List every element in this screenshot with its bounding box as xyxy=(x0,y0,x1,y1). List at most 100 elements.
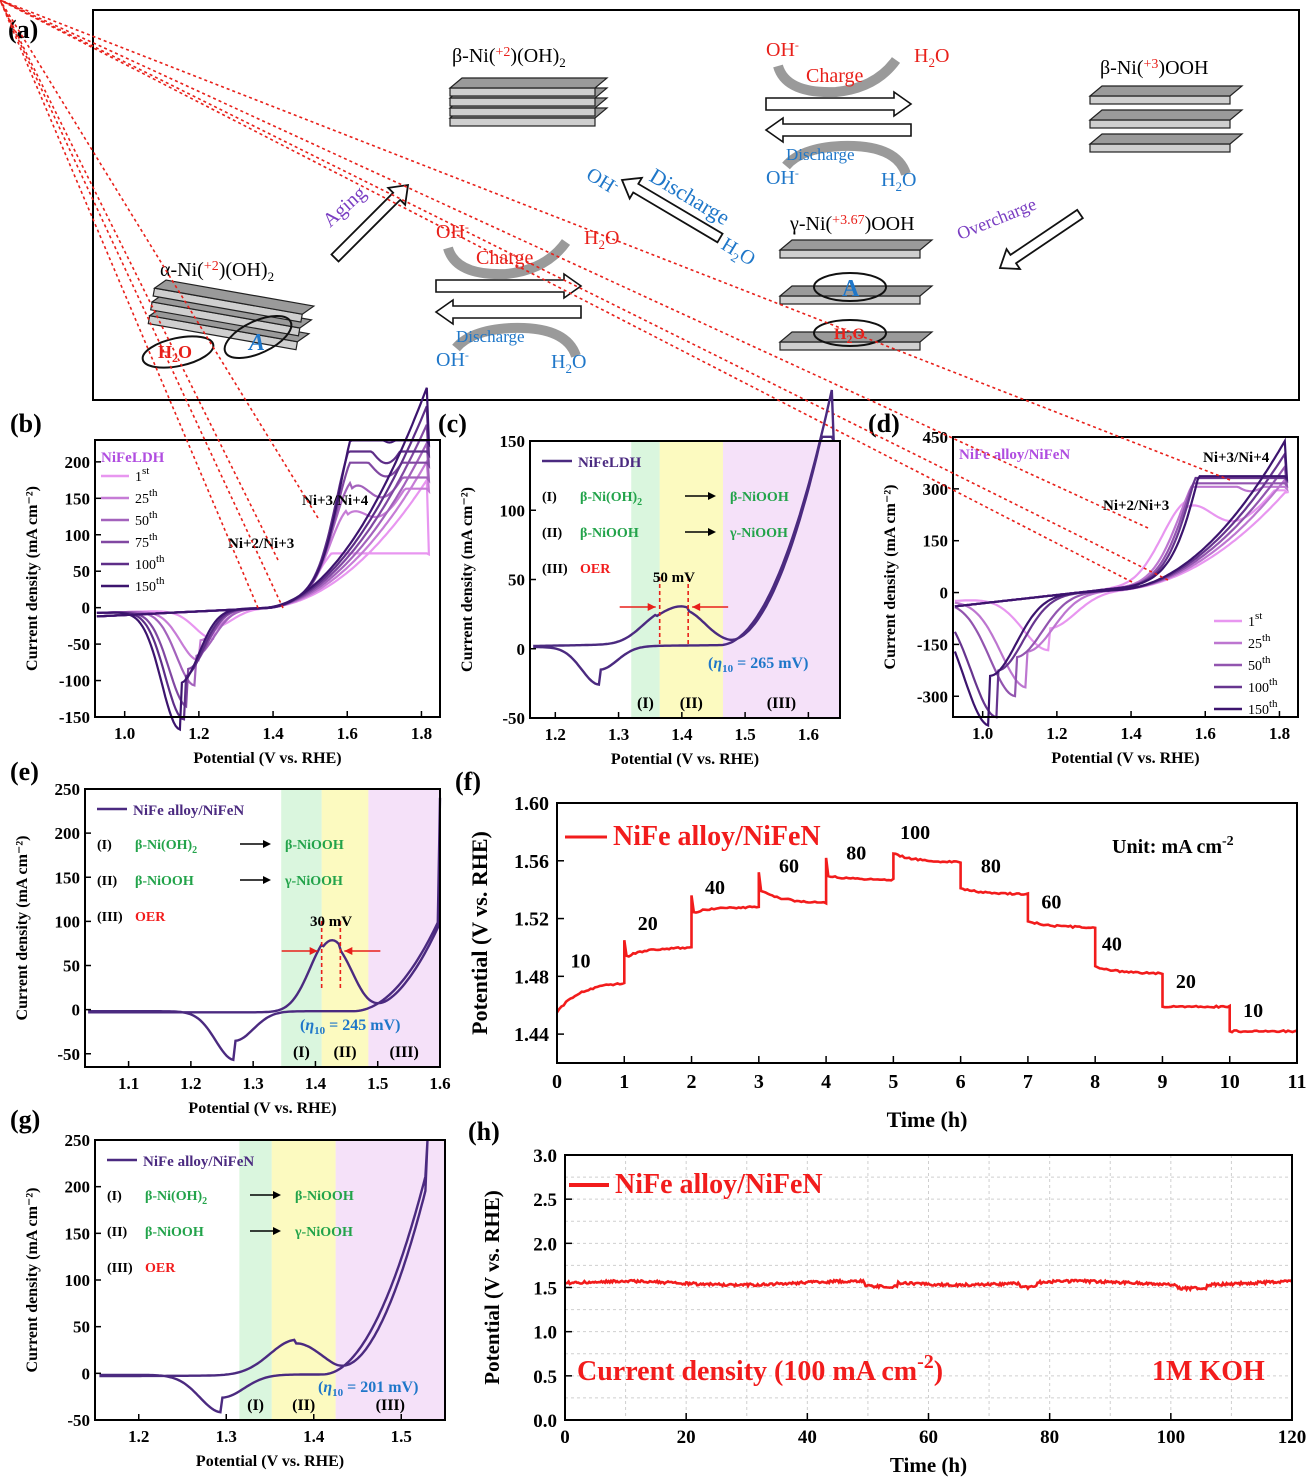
y-tick-label: -50 xyxy=(57,1045,80,1064)
step-number: (III) xyxy=(107,1261,133,1276)
oh-diag-label: OH- xyxy=(582,163,622,200)
text-span: th xyxy=(149,487,158,499)
text-span: 50 xyxy=(1248,659,1262,674)
x-tick-label: 1.5 xyxy=(367,1074,388,1093)
x-tick-label: 1.4 xyxy=(305,1074,327,1093)
region-2-shade xyxy=(272,1140,336,1420)
step-from: β-Ni(OH)2 xyxy=(145,1189,207,1207)
text-span: 2 xyxy=(268,269,275,284)
x-tick-label: 1.4 xyxy=(1120,724,1142,743)
text-span: +3.67 xyxy=(832,213,864,228)
text-span: th xyxy=(149,531,158,543)
x-axis-label: Potential (V vs. RHE) xyxy=(611,751,759,768)
legend-entry: 25th xyxy=(1248,632,1271,652)
legend-entry: 150th xyxy=(1248,698,1278,718)
current-step-label: 80 xyxy=(981,855,1001,877)
y-tick-label: -50 xyxy=(502,709,525,728)
y-tick-label: -50 xyxy=(67,1411,90,1430)
y-tick-label: 0 xyxy=(72,1001,81,1020)
x-axis-label: Potential (V vs. RHE) xyxy=(193,750,341,767)
x-tick-label: 6 xyxy=(956,1071,966,1093)
region-label: (III) xyxy=(767,695,796,712)
beta2-phase-label: β-Ni(+2)(OH)2 xyxy=(452,45,566,70)
step-from-sub: 2 xyxy=(202,1196,207,1207)
x-axis-label: Potential (V vs. RHE) xyxy=(188,1100,336,1117)
legend-entry: 75th xyxy=(135,531,158,551)
y-tick-label: 450 xyxy=(923,428,949,447)
legend-title: NiFeLDH xyxy=(578,455,642,471)
top-cycle-oh-in: OH- xyxy=(766,38,799,61)
x-tick-label: 1.2 xyxy=(1046,724,1067,743)
y-tick-label: 150 xyxy=(65,1224,91,1243)
x-axis-label: Potential (V vs. RHE) xyxy=(196,1453,344,1470)
x-tick-label: 1 xyxy=(619,1071,629,1093)
legend-title: NiFe alloy/NiFeN xyxy=(613,821,821,852)
text-span: )OOH xyxy=(1158,57,1208,79)
y-tick-label: 3.0 xyxy=(533,1146,557,1167)
text-span: H xyxy=(551,351,565,373)
current-step-label: 60 xyxy=(779,855,799,877)
text-span: th xyxy=(149,509,158,521)
y-tick-label: 1.56 xyxy=(514,851,549,873)
panel-label: (e) xyxy=(10,757,39,786)
x-tick-label: 4 xyxy=(821,1071,831,1093)
region-label: (III) xyxy=(376,1397,405,1414)
current-step-label: 20 xyxy=(638,913,658,935)
text-span: th xyxy=(156,553,165,565)
x-tick-label: 11 xyxy=(1288,1071,1307,1093)
beta3-phase-label: β-Ni(+3)OOH xyxy=(1100,57,1208,79)
step-to: γ-NiOOH xyxy=(729,526,788,541)
y-tick-label: 200 xyxy=(55,824,81,843)
current-step-label: 10 xyxy=(570,951,590,973)
beta2-stack-edge xyxy=(450,118,595,126)
y-tick-label: 1.5 xyxy=(533,1279,557,1300)
text-span: 75 xyxy=(135,536,149,551)
step-number: (III) xyxy=(97,910,123,925)
beta2-stack-edge xyxy=(450,98,595,106)
eta-value: = 265 mV) xyxy=(733,655,808,672)
bottom-cycle-oh-in: OH- xyxy=(436,220,469,243)
step-number: (III) xyxy=(542,562,568,577)
y-axis-label: Potential (V vs. RHE) xyxy=(480,1190,504,1384)
x-tick-label: 7 xyxy=(1023,1071,1033,1093)
x-tick-label: 1.6 xyxy=(429,1074,450,1093)
gamma-stack-top xyxy=(780,240,932,250)
text-span: H xyxy=(914,45,928,67)
eta-symbol: η xyxy=(323,1379,332,1396)
x-tick-label: 1.4 xyxy=(671,725,693,744)
x-axis-label: Time (h) xyxy=(890,1453,967,1477)
top-cycle-back-arrow xyxy=(766,118,911,142)
panel-g-chart: (g) (I) (II) (III) 1.2 1.3 1.4 1.5 -50 0 50 100 150 2… xyxy=(10,1105,445,1470)
panel-label: (g) xyxy=(10,1105,40,1134)
panel-c-chart: (c)(I) (II) (III)1.2 1.3 1.4 1.5 1.6-500501001… xyxy=(438,390,840,768)
x-axis-label: Time (h) xyxy=(887,1107,968,1132)
text-span: γ-Ni( xyxy=(789,213,832,235)
x-tick-label: 8 xyxy=(1090,1071,1100,1093)
y-tick-label: 0 xyxy=(517,640,526,659)
y-tick-label: 200 xyxy=(65,453,91,472)
x-tick-label: 3 xyxy=(754,1071,764,1093)
text-span: 25 xyxy=(1248,637,1262,652)
panel-label: (h) xyxy=(468,1117,500,1146)
eta-sub: 10 xyxy=(332,1387,344,1399)
legend-title: NiFe alloy/NiFeN xyxy=(959,447,1070,463)
y-tick-label: 1.0 xyxy=(533,1323,557,1344)
text-span: O xyxy=(178,342,192,362)
text-span: O xyxy=(902,169,916,191)
legend-entry: 100th xyxy=(1248,676,1278,696)
text-span: 2 xyxy=(559,55,566,70)
cd-close: ) xyxy=(934,1356,943,1387)
y-tick-label: 2.5 xyxy=(533,1190,557,1211)
unit-exponent: -2 xyxy=(1222,834,1234,849)
text-span: +2 xyxy=(204,259,219,274)
text-span: O xyxy=(605,227,619,249)
region-label: (I) xyxy=(247,1397,264,1414)
text-span: 1 xyxy=(135,470,142,485)
step-number: (I) xyxy=(97,838,112,853)
y-tick-label: 100 xyxy=(500,501,526,520)
y-tick-label: 0.0 xyxy=(533,1411,557,1432)
step-from-text: β-NiOOH xyxy=(135,874,194,889)
panel-a-schematic: (a)AH2OAH2Oα-Ni(+2)(OH)2β-Ni(+2)(OH)2β-N… xyxy=(8,10,1299,400)
x-tick-label: 9 xyxy=(1157,1071,1167,1093)
